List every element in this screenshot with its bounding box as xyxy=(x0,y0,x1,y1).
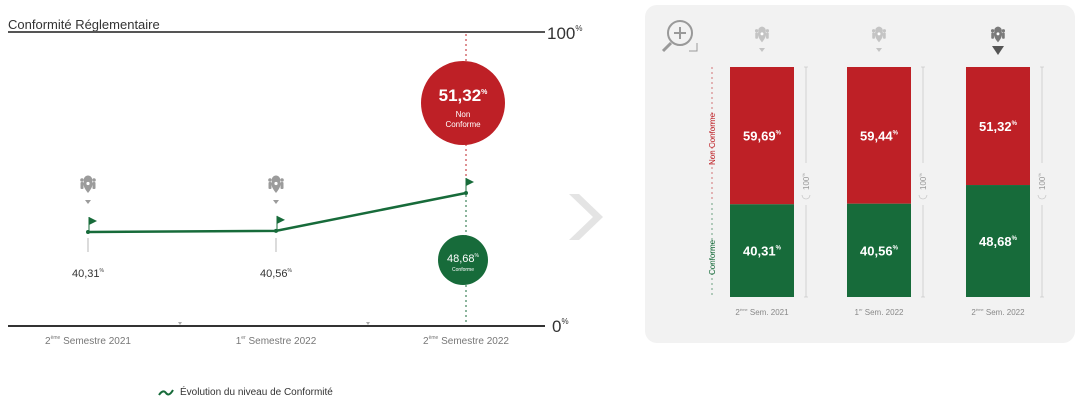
conforme-bubble-value: 48,68% xyxy=(447,253,480,265)
bar-non-conforme[interactable] xyxy=(730,67,794,205)
axis-label-conforme: Conforme xyxy=(708,239,717,275)
bracket-ends xyxy=(1040,66,1044,298)
conforme-bubble-label: Conforme xyxy=(452,267,474,273)
next-arrow-icon xyxy=(569,194,603,240)
value-label: 40,31% xyxy=(72,268,105,280)
people-location-icon xyxy=(990,26,1006,43)
total-label: 100% xyxy=(801,173,811,190)
bar-non-conforme[interactable] xyxy=(847,67,911,204)
bracket-ends xyxy=(804,66,808,298)
refresh-icon xyxy=(801,194,811,200)
bracket-ends xyxy=(921,66,925,298)
bar-label-conforme: 40,56% xyxy=(860,243,899,258)
total-label: 100% xyxy=(918,173,928,190)
bar-label-non-conforme: 51,32% xyxy=(979,119,1018,134)
flag-icon xyxy=(466,178,474,186)
axis-marker-2 xyxy=(366,322,370,325)
bar-conforme[interactable] xyxy=(966,185,1030,297)
top-axis-label: 100% xyxy=(547,24,583,43)
conforme-bubble xyxy=(438,235,488,285)
x-tick-label: 2ème Semestre 2021 xyxy=(45,335,131,347)
x-tick-label: 2ème Sem. 2022 xyxy=(971,307,1025,317)
people-location-icon xyxy=(871,26,887,43)
x-tick-label: 2ème Sem. 2021 xyxy=(735,307,789,317)
bar-label-conforme: 48,68% xyxy=(979,234,1018,249)
bar-label-non-conforme: 59,44% xyxy=(860,128,899,143)
bar-label-non-conforme: 59,69% xyxy=(743,129,782,144)
bracket-gap xyxy=(1037,163,1047,205)
bar-conforme[interactable] xyxy=(730,204,794,297)
bar-conforme[interactable] xyxy=(847,203,911,297)
x-tick-label: 2ème Semestre 2022 xyxy=(423,335,509,347)
x-tick-label: 1er Semestre 2022 xyxy=(236,335,317,347)
selector-arrow[interactable] xyxy=(992,46,1004,55)
non-conforme-bubble-line2: Conforme xyxy=(445,120,481,129)
axis-marker-1 xyxy=(178,322,182,325)
marker-arrow xyxy=(273,200,279,204)
axis-label-non-conforme: Non Conforme xyxy=(708,112,717,165)
zoom-in-icon[interactable] xyxy=(661,20,698,53)
chart-title: Conformité Réglementaire xyxy=(8,17,160,32)
bracket-gap xyxy=(801,163,811,205)
value-label: 40,56% xyxy=(260,268,293,280)
selector-arrow xyxy=(876,48,882,52)
refresh-icon xyxy=(918,194,928,200)
flag-icon xyxy=(277,215,285,224)
people-location-icon xyxy=(754,26,770,43)
selector-arrow xyxy=(759,48,765,52)
bar-non-conforme[interactable] xyxy=(966,67,1030,186)
total-label: 100% xyxy=(1037,173,1047,190)
non-conforme-bubble-line1: Non xyxy=(456,110,471,119)
y-axis-labels: Non Conforme Conforme xyxy=(708,67,717,297)
non-conforme-bubble xyxy=(421,61,505,145)
legend-label: Évolution du niveau de Conformité xyxy=(180,387,333,398)
evolution-line-chart: 100% 0% 40,31% 40,56% 2ème Semestre 2021 1e… xyxy=(8,24,583,347)
marker-arrow xyxy=(85,200,91,204)
non-conforme-bubble-value: 51,32% xyxy=(439,86,489,105)
bottom-axis-label: 0% xyxy=(552,317,569,336)
bar-label-conforme: 40,31% xyxy=(743,244,782,259)
stacked-bar-chart: Non Conforme Conforme 59,69% 40,31% 100% 2è… xyxy=(661,20,1047,317)
chart-legend: Évolution du niveau de Conformité xyxy=(158,387,333,399)
people-location-icon xyxy=(80,175,96,193)
legend-line-icon xyxy=(158,389,174,396)
people-location-icon xyxy=(268,175,284,193)
flag-icon xyxy=(89,217,97,225)
refresh-icon xyxy=(1037,194,1047,200)
bracket-gap xyxy=(918,163,928,205)
x-tick-label: 1er Sem. 2022 xyxy=(855,307,904,317)
